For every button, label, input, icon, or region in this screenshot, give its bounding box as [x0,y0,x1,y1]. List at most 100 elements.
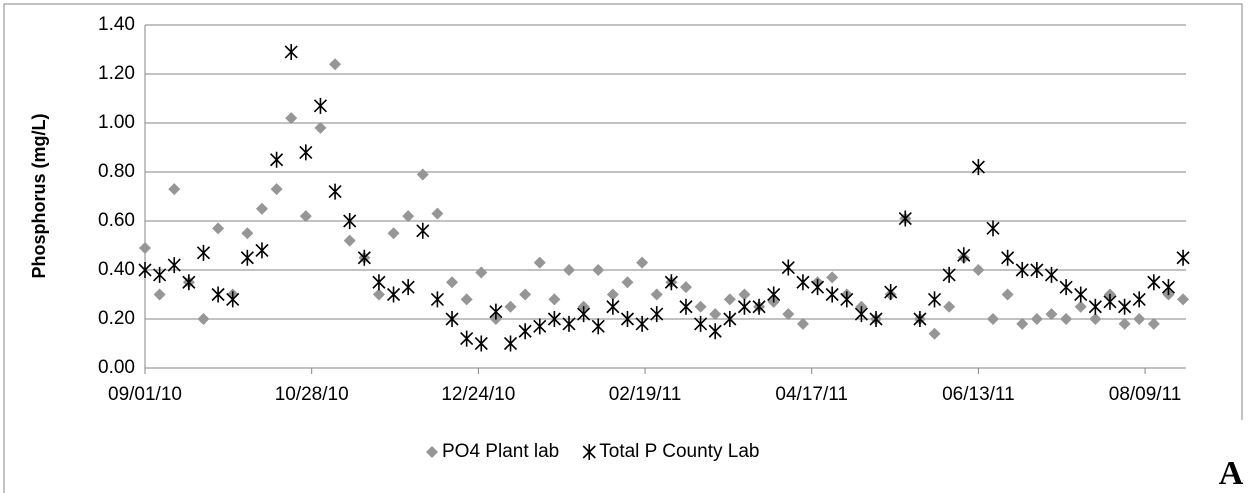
data-point [635,315,649,332]
data-point [431,207,444,220]
y-tick-label: 1.20 [98,63,135,84]
chart-frame [3,3,1243,493]
data-point [1132,291,1146,308]
data-point [767,286,781,303]
data-point [898,210,912,227]
y-tick-label: 0.00 [98,357,135,378]
y-axis-label: Phosphorus (mg/L) [29,114,49,279]
y-tick-label: 0.60 [98,210,135,231]
data-point [460,330,474,347]
legend-marker [582,444,596,460]
data-point [1001,288,1014,301]
data-point [1060,313,1073,325]
x-tick-label: 10/28/10 [275,384,349,405]
data-point [869,311,883,327]
data-point [212,222,225,235]
data-point [1044,266,1059,283]
data-point [533,318,547,335]
data-point [357,249,371,266]
data-point [328,183,342,200]
legend-label: Total P County Lab [599,441,759,462]
data-point [679,298,693,315]
y-tick-label: 1.00 [98,112,135,133]
data-point [430,291,444,308]
data-point [826,271,839,284]
data-point [986,220,1000,237]
data-point [139,241,151,254]
data-point [592,264,605,276]
data-point [299,210,312,223]
data-point [460,293,473,306]
data-point [679,281,692,294]
data-point [942,266,956,283]
data-point [299,144,313,161]
data-point [957,247,971,264]
legend-marker [426,446,438,458]
data-point [972,264,985,276]
data-point [343,234,356,247]
data-point [548,293,561,306]
data-point [723,311,737,327]
data-point [401,279,415,296]
data-point [518,323,532,340]
data-point [782,308,795,321]
data-point [372,288,385,301]
data-point [737,298,752,315]
data-point [1030,262,1044,278]
x-tick-label: 08/09/11 [1109,384,1182,405]
data-point [475,266,488,279]
data-point [226,291,240,308]
data-point [1147,274,1161,291]
data-point [182,274,196,291]
data-point [1133,313,1146,325]
data-point [1176,249,1190,266]
data-point [723,293,736,306]
data-point [1147,317,1160,330]
data-point [1177,293,1190,306]
data-point [752,298,766,315]
data-point [650,288,663,301]
data-point [533,256,546,269]
data-point [270,151,284,168]
data-point [1001,249,1015,266]
data-point [489,303,503,320]
x-tick-label: 09/01/10 [108,384,182,405]
data-point [694,300,707,313]
data-point [503,335,518,352]
data-point [211,286,225,303]
legend-label: PO4 Plant lab [442,441,559,462]
data-point [241,227,254,240]
y-tick-label: 0.20 [98,308,135,329]
y-tick-label: 0.80 [98,161,135,182]
data-point [255,202,268,215]
x-tick-label: 06/13/11 [942,384,1015,405]
data-point [196,244,211,261]
data-point [284,43,298,60]
data-point [913,311,927,327]
data-point [664,274,678,291]
data-point [372,274,386,291]
data-point [562,315,576,332]
data-point [547,311,561,327]
data-point [1074,300,1087,313]
data-point [1015,262,1029,278]
data-point [943,300,956,313]
data-point [153,288,166,301]
data-point [606,298,620,315]
data-point [1045,308,1058,321]
data-point [928,327,941,340]
data-point [781,259,795,276]
data-point [386,286,401,303]
data-point [343,213,357,229]
y-tick-label: 1.40 [98,14,135,35]
data-point [1118,298,1132,315]
data-point [474,335,488,352]
data-point [810,279,825,296]
data-point [563,264,576,276]
data-point [329,58,342,71]
data-point [1161,279,1176,296]
data-point [854,306,868,323]
data-point [153,266,167,283]
